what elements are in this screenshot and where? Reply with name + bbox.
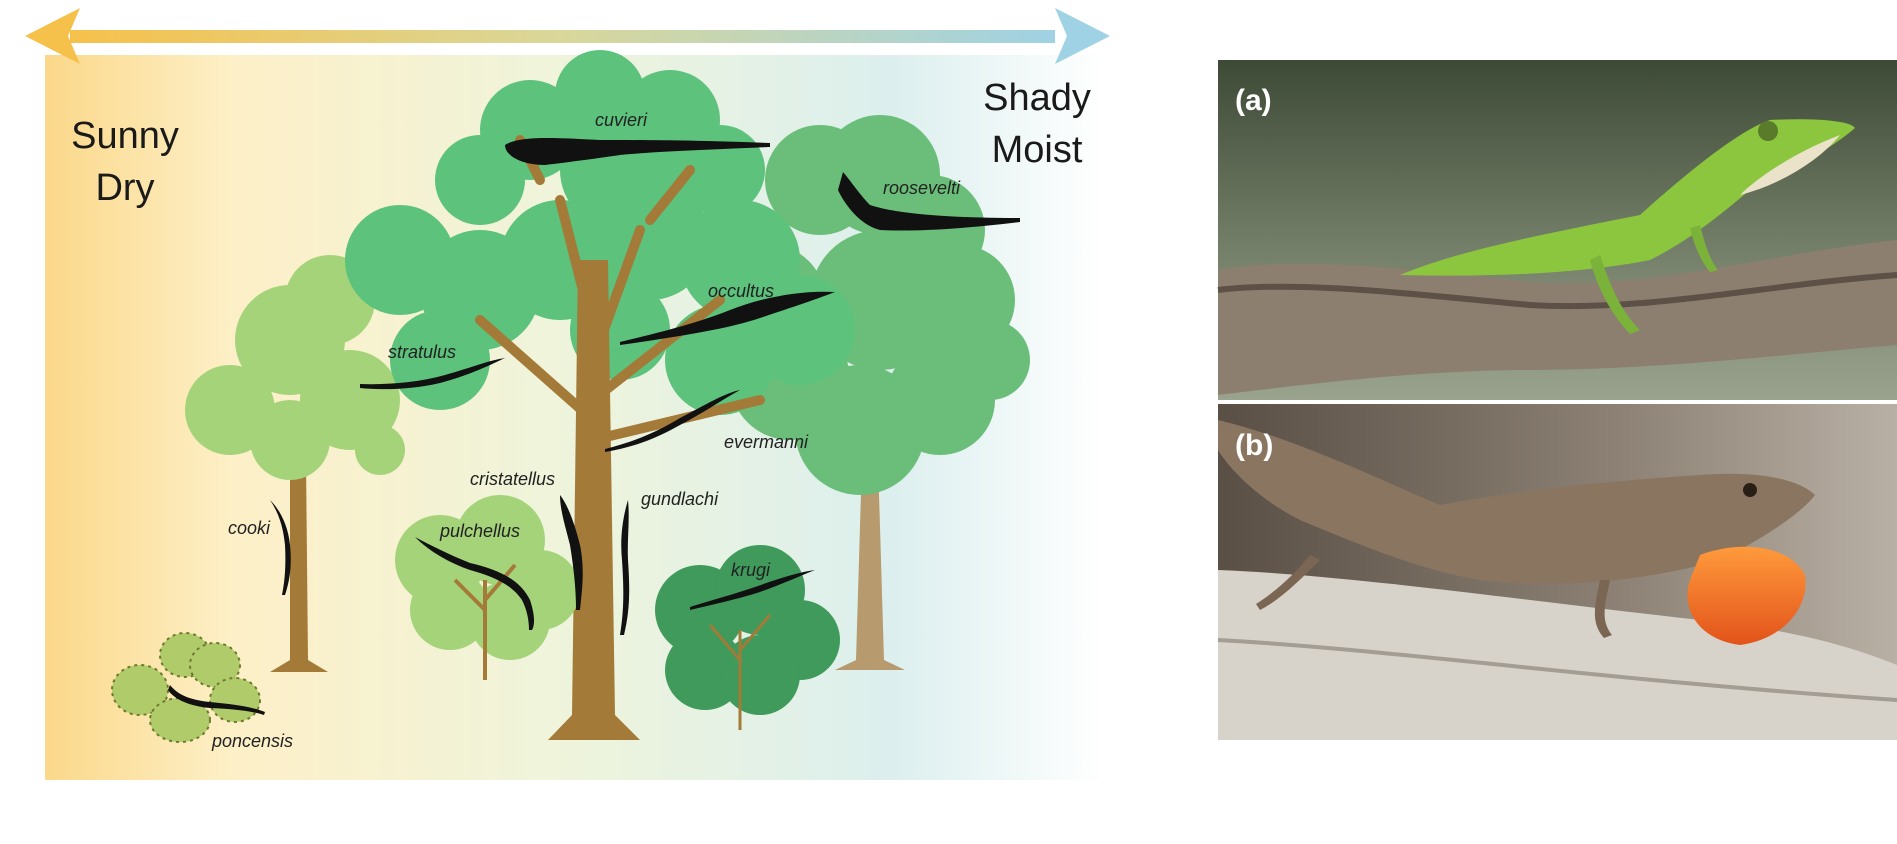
- lizard-cuvieri: [505, 137, 770, 165]
- lizard-roosevelti: [838, 172, 1020, 231]
- tree-left: [185, 255, 405, 672]
- lizard-stratulus: [360, 358, 505, 390]
- species-label-cuvieri: cuvieri: [595, 110, 648, 130]
- species-label-evermanni: evermanni: [724, 432, 809, 452]
- lizard-gundlachi: [620, 500, 630, 635]
- habitat-gradient-arrow: [25, 8, 1110, 64]
- lizard-poncensis: [168, 685, 265, 715]
- species-label-pulchellus: pulchellus: [439, 521, 520, 541]
- species-label-roosevelti: roosevelti: [883, 178, 961, 198]
- species-label-cooki: cooki: [228, 518, 271, 538]
- dry-label: Dry: [95, 167, 154, 209]
- species-label-occultus: occultus: [708, 281, 774, 301]
- photo-b-label: (b): [1235, 429, 1273, 462]
- lizard-pulchellus: [415, 537, 535, 630]
- sunny-label: Sunny: [71, 115, 179, 157]
- shady-label: Shady: [983, 77, 1091, 119]
- lizard-cristatellus: [560, 495, 583, 610]
- species-label-stratulus: stratulus: [388, 342, 456, 362]
- species-label-gundlachi: gundlachi: [641, 489, 719, 509]
- photo-b-brown-anole: [1217, 404, 1897, 740]
- moist-label: Moist: [992, 129, 1083, 171]
- lizard-evermanni: [605, 390, 740, 452]
- lizard-cooki: [270, 500, 291, 595]
- bush-krugi: [655, 545, 840, 730]
- lizard-occultus: [620, 291, 835, 345]
- photo-a-label: (a): [1235, 84, 1272, 117]
- species-label-poncensis: poncensis: [211, 731, 293, 751]
- photo-a-green-anole: [1217, 60, 1897, 400]
- species-label-krugi: krugi: [731, 560, 771, 580]
- lizard-krugi: [690, 570, 815, 610]
- cactus-poncensis: [111, 632, 261, 743]
- species-label-cristatellus: cristatellus: [470, 469, 555, 489]
